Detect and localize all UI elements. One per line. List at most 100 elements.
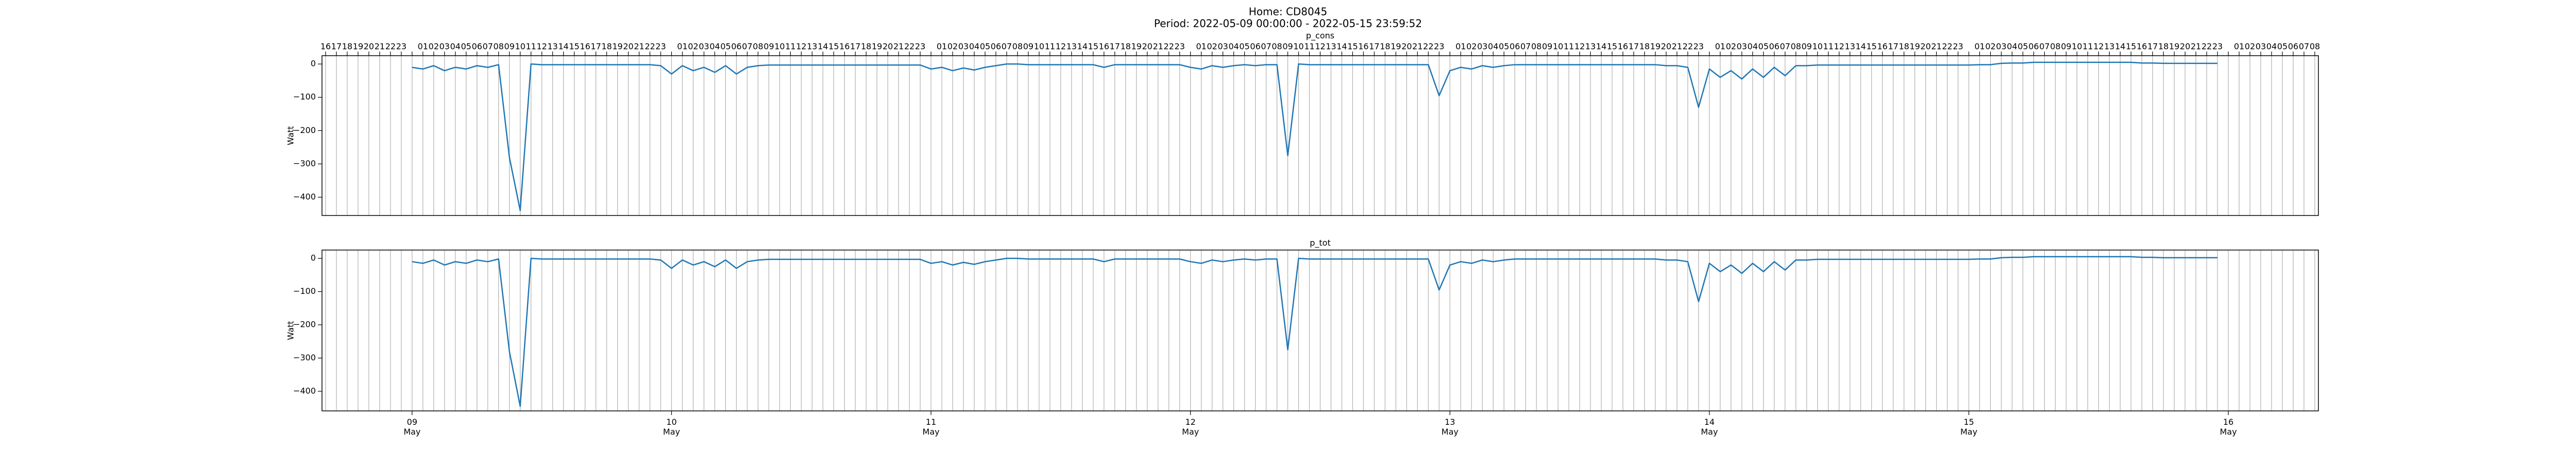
x2-tick-label: 04 — [1488, 42, 1498, 52]
x2-tick-label: 20 — [2180, 42, 2190, 52]
x2-tick-label: 08 — [1791, 42, 1801, 52]
x2-tick-label: 01 — [2234, 42, 2244, 52]
x2-tick-label: 23 — [2212, 42, 2223, 52]
x2-tick-label: 07 — [1002, 42, 1012, 52]
x2-tick-label: 16 — [320, 42, 331, 52]
x2-tick-label: 14 — [1596, 42, 1606, 52]
x2-tick-label: 21 — [1672, 42, 1682, 52]
x2-tick-label: 07 — [2039, 42, 2049, 52]
x2-tick-label: 02 — [947, 42, 958, 52]
x2-tick-label: 05 — [1499, 42, 1509, 52]
x2-tick-label: 20 — [1142, 42, 1153, 52]
x2-tick-label: 23 — [1434, 42, 1444, 52]
x2-tick-label: 03 — [699, 42, 709, 52]
x2-tick-label: 06 — [472, 42, 482, 52]
x2-tick-label: 02 — [1207, 42, 1217, 52]
x2-tick-label: 02 — [1985, 42, 1995, 52]
x2-tick-label: 07 — [2299, 42, 2309, 52]
x2-tick-label: 19 — [1391, 42, 1401, 52]
x2-tick-label: 04 — [969, 42, 979, 52]
x2-tick-label: 20 — [623, 42, 633, 52]
x2-tick-label: 16 — [1877, 42, 1887, 52]
x2-tick-label: 03 — [1737, 42, 1747, 52]
x2-tick-label: 21 — [2191, 42, 2201, 52]
x2-tick-label: 18 — [1899, 42, 1909, 52]
x2-tick-label: 22 — [1683, 42, 1693, 52]
x2-tick-label: 05 — [1758, 42, 1769, 52]
x2-tick-label: 08 — [1272, 42, 1282, 52]
x2-tick-label: 20 — [364, 42, 374, 52]
x2-tick-label: 15 — [1607, 42, 1617, 52]
x2-tick-label: 15 — [2126, 42, 2136, 52]
x2-tick-label: 11 — [526, 42, 536, 52]
x2-tick-label: 18 — [2158, 42, 2168, 52]
figure-subtitle: Period: 2022-05-09 00:00:00 - 2022-05-15… — [1154, 18, 1422, 30]
y-axis-label: Watt — [286, 126, 296, 145]
x2-tick-label: 07 — [1780, 42, 1790, 52]
x2-tick-label: 03 — [439, 42, 450, 52]
x2-tick-label: 19 — [1131, 42, 1142, 52]
x2-tick-label: 11 — [1564, 42, 1574, 52]
x2-tick-label: 06 — [1510, 42, 1520, 52]
x2-tick-label: 16 — [1099, 42, 1109, 52]
y-tick-label: 0 — [311, 253, 316, 263]
x2-tick-label: 18 — [342, 42, 352, 52]
x2-tick-label: 01 — [1455, 42, 1466, 52]
x2-tick-label: 05 — [2018, 42, 2028, 52]
x2-tick-label: 22 — [904, 42, 914, 52]
x2-tick-label: 10 — [515, 42, 526, 52]
x2-tick-label: 22 — [1164, 42, 1174, 52]
x2-tick-label: 19 — [1650, 42, 1660, 52]
y-tick-label: −100 — [293, 92, 316, 102]
x2-tick-label: 06 — [991, 42, 1001, 52]
axes-frame — [321, 55, 2319, 216]
x2-tick-label: 02 — [429, 42, 439, 52]
x2-tick-label: 19 — [353, 42, 363, 52]
x-tick-label: 15 May — [1960, 417, 1977, 437]
x2-tick-label: 01 — [677, 42, 687, 52]
x2-tick-label: 12 — [1315, 42, 1325, 52]
x-tick-label: 16 May — [2220, 417, 2237, 437]
x2-tick-label: 23 — [396, 42, 406, 52]
x2-tick-label: 06 — [2028, 42, 2039, 52]
x2-tick-label: 19 — [872, 42, 882, 52]
x2-tick-label: 14 — [1077, 42, 1088, 52]
x2-tick-label: 04 — [1228, 42, 1239, 52]
x2-tick-label: 10 — [1553, 42, 1563, 52]
x2-tick-label: 13 — [2104, 42, 2114, 52]
x2-tick-label: 01 — [1974, 42, 1985, 52]
x2-tick-label: 09 — [504, 42, 515, 52]
x2-tick-label: 05 — [2277, 42, 2287, 52]
x2-tick-label: 01 — [1715, 42, 1725, 52]
x2-tick-label: 16 — [1618, 42, 1628, 52]
axes-frame — [321, 250, 2319, 411]
x2-tick-label: 06 — [1250, 42, 1260, 52]
x2-tick-label: 16 — [839, 42, 850, 52]
x2-tick-label: 17 — [2147, 42, 2158, 52]
y-tick-label: −400 — [293, 192, 316, 202]
x2-tick-label: 20 — [1661, 42, 1671, 52]
x2-tick-label: 03 — [1477, 42, 1487, 52]
x2-tick-label: 17 — [1110, 42, 1120, 52]
x2-tick-label: 18 — [1380, 42, 1390, 52]
x2-tick-label: 18 — [861, 42, 871, 52]
x2-tick-label: 20 — [1401, 42, 1412, 52]
data-line — [412, 61, 2218, 211]
x2-tick-label: 07 — [1520, 42, 1531, 52]
x2-tick-label: 12 — [1834, 42, 1844, 52]
x2-tick-label: 04 — [1748, 42, 1758, 52]
x2-tick-label: 10 — [774, 42, 785, 52]
x2-tick-label: 20 — [1920, 42, 1930, 52]
x2-tick-label: 03 — [2256, 42, 2266, 52]
x2-tick-label: 09 — [1542, 42, 1552, 52]
x2-tick-label: 15 — [569, 42, 579, 52]
axes-title: p_cons — [1306, 31, 1334, 41]
x2-tick-label: 17 — [331, 42, 342, 52]
x2-tick-label: 09 — [2061, 42, 2071, 52]
x2-tick-label: 07 — [483, 42, 493, 52]
x2-tick-label: 09 — [764, 42, 774, 52]
x2-tick-label: 19 — [1909, 42, 1920, 52]
x2-tick-label: 21 — [1412, 42, 1422, 52]
x2-tick-label: 11 — [2082, 42, 2093, 52]
y-axis-label: Watt — [286, 321, 296, 340]
